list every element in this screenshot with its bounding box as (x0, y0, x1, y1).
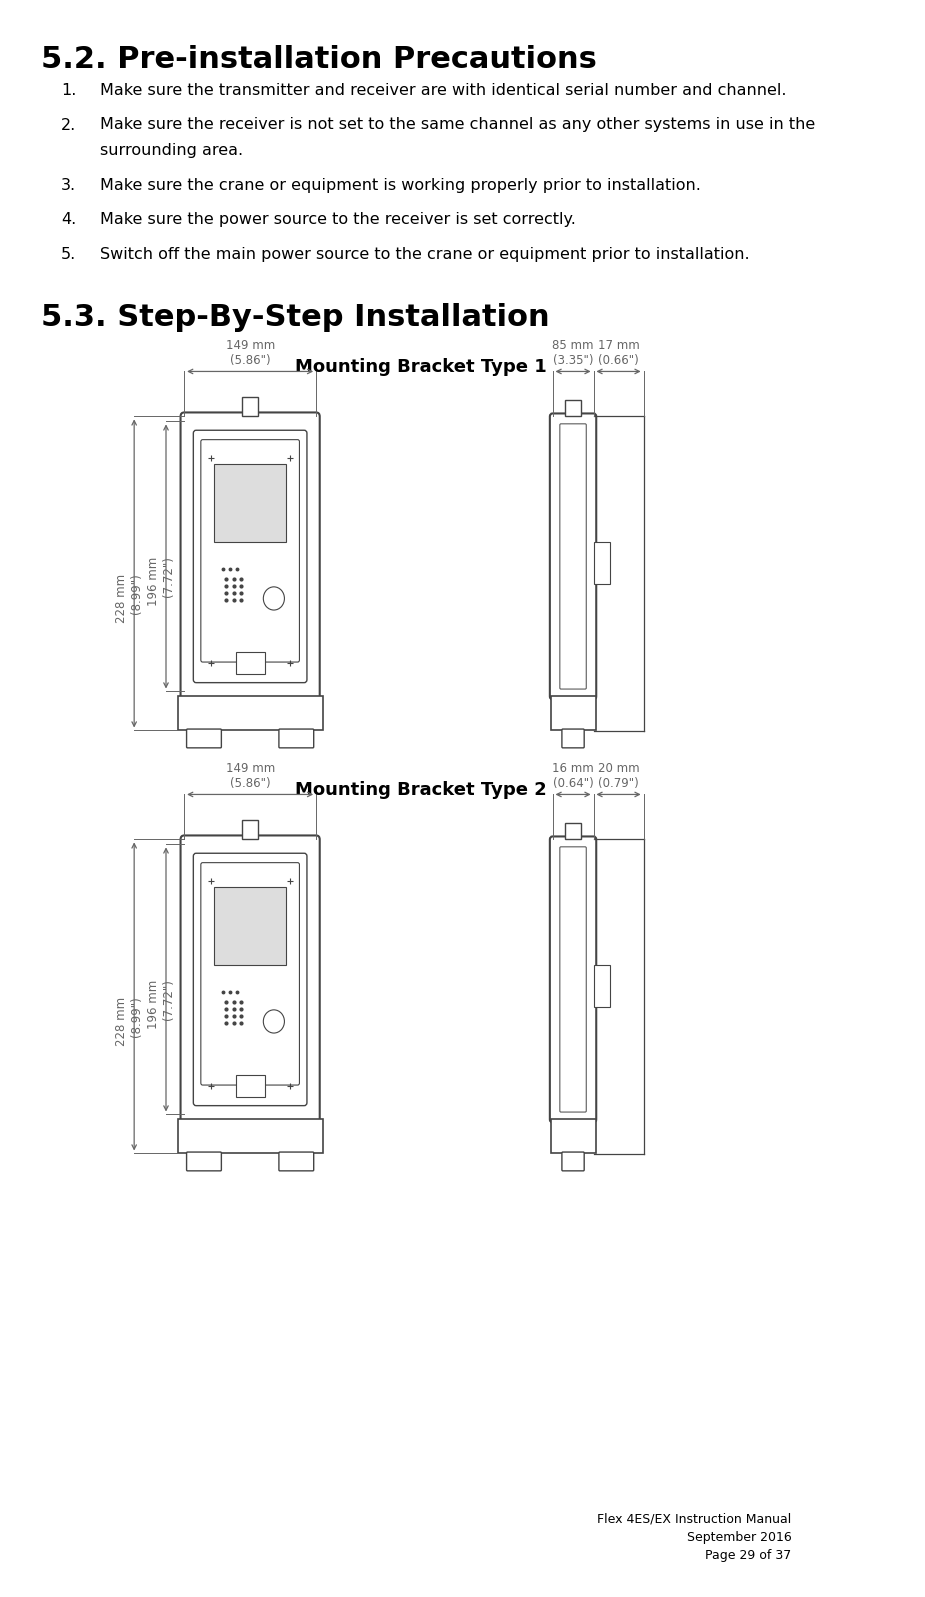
Text: Mounting Bracket Type 2: Mounting Bracket Type 2 (295, 781, 547, 800)
Text: Mounting Bracket Type 1: Mounting Bracket Type 1 (295, 358, 547, 377)
Bar (178, 1119, 323, 1153)
Text: 196 mm
(7.72"): 196 mm (7.72") (147, 556, 176, 605)
Bar (550, 696, 596, 730)
FancyBboxPatch shape (560, 846, 586, 1112)
Bar (594, 966, 610, 1008)
Text: Switch off the main power source to the crane or equipment prior to installation: Switch off the main power source to the … (100, 248, 749, 262)
Bar (565, 399, 581, 417)
Text: 20 mm
(0.79"): 20 mm (0.79") (598, 762, 639, 791)
FancyBboxPatch shape (193, 853, 307, 1105)
Bar (550, 1119, 596, 1153)
Bar (594, 543, 610, 585)
Text: Make sure the crane or equipment is working properly prior to installation.: Make sure the crane or equipment is work… (100, 177, 701, 193)
Text: 3.: 3. (61, 177, 76, 193)
Bar (565, 822, 581, 840)
Text: 149 mm
(5.86"): 149 mm (5.86") (226, 762, 275, 791)
Text: 228 mm
(8.99"): 228 mm (8.99") (115, 997, 142, 1046)
Bar (242, 819, 258, 840)
Bar (242, 396, 258, 417)
Bar (178, 696, 323, 730)
FancyBboxPatch shape (279, 730, 314, 747)
Text: Make sure the power source to the receiver is set correctly.: Make sure the power source to the receiv… (100, 212, 576, 227)
Text: 85 mm
(3.35"): 85 mm (3.35") (552, 340, 594, 367)
FancyBboxPatch shape (193, 430, 307, 682)
FancyBboxPatch shape (180, 412, 320, 701)
Text: 228 mm
(8.99"): 228 mm (8.99") (115, 573, 142, 623)
Bar (236, 652, 265, 674)
Bar (236, 1075, 265, 1097)
Bar (214, 465, 287, 543)
Text: 17 mm
(0.66"): 17 mm (0.66") (598, 340, 639, 367)
Text: Make sure the receiver is not set to the same channel as any other systems in us: Make sure the receiver is not set to the… (100, 118, 815, 133)
Bar (214, 886, 287, 966)
Text: 5.: 5. (61, 248, 76, 262)
FancyBboxPatch shape (201, 862, 300, 1084)
Text: surrounding area.: surrounding area. (100, 144, 243, 158)
Circle shape (264, 1009, 284, 1033)
FancyBboxPatch shape (279, 1151, 314, 1171)
Text: 149 mm
(5.86"): 149 mm (5.86") (226, 340, 275, 367)
FancyBboxPatch shape (561, 1151, 585, 1171)
Text: 2.: 2. (61, 118, 76, 133)
FancyBboxPatch shape (561, 730, 585, 747)
Text: 4.: 4. (61, 212, 76, 227)
Text: 5.2. Pre-installation Precautions: 5.2. Pre-installation Precautions (41, 45, 597, 73)
Circle shape (264, 586, 284, 610)
FancyBboxPatch shape (187, 730, 221, 747)
FancyBboxPatch shape (560, 423, 586, 688)
FancyBboxPatch shape (180, 835, 320, 1123)
FancyBboxPatch shape (549, 414, 597, 699)
Text: Make sure the transmitter and receiver are with identical serial number and chan: Make sure the transmitter and receiver a… (100, 83, 786, 97)
FancyBboxPatch shape (201, 439, 300, 663)
FancyBboxPatch shape (549, 837, 597, 1123)
Text: 16 mm
(0.64"): 16 mm (0.64") (552, 762, 594, 791)
Text: Flex 4ES/EX Instruction Manual
September 2016
Page 29 of 37: Flex 4ES/EX Instruction Manual September… (598, 1512, 792, 1562)
FancyBboxPatch shape (187, 1151, 221, 1171)
Text: 196 mm
(7.72"): 196 mm (7.72") (147, 979, 176, 1028)
Text: 5.3. Step-By-Step Installation: 5.3. Step-By-Step Installation (41, 303, 549, 332)
Text: 1.: 1. (61, 83, 77, 97)
